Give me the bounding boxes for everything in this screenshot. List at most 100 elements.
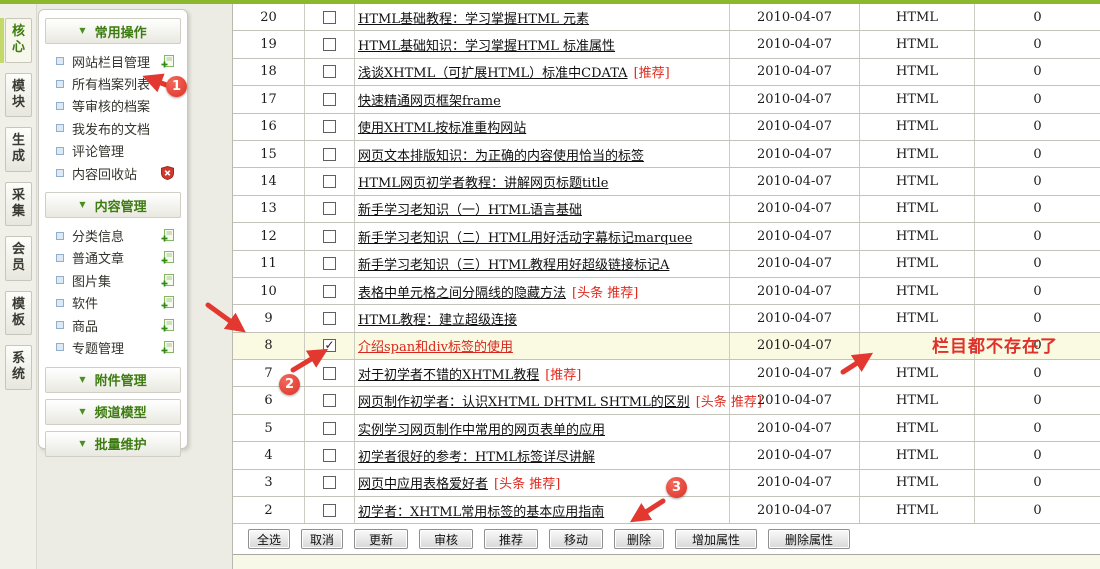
row-checkbox[interactable]	[323, 10, 336, 24]
row-checkbox[interactable]	[323, 38, 336, 52]
doc-add-icon[interactable]	[161, 229, 174, 242]
cancel-button[interactable]: 取消	[301, 529, 344, 550]
doc-add-icon[interactable]	[161, 340, 174, 354]
row-id-cell: 6	[233, 387, 305, 414]
sidebar-item[interactable]: 商品	[44, 314, 182, 336]
row-checkbox[interactable]	[323, 448, 336, 462]
article-title-link[interactable]: 初学者很好的参考：HTML标签详尽讲解	[358, 449, 595, 465]
collapse-arrow-icon: ▼	[79, 406, 86, 416]
sidebar-panel: ▼ 常用操作网站栏目管理 所有档案列表 等审核的档案我发布的文档 评论管理 内容回收站 ▼ 内…	[38, 9, 188, 457]
row-checkbox[interactable]	[323, 311, 336, 325]
sidebar-item[interactable]: 内容回收站	[44, 162, 182, 184]
sidebar-item[interactable]: 我发布的文档	[44, 117, 182, 139]
article-title-link[interactable]: 新手学习老知识（三）HTML教程用好超级链接标记A	[358, 258, 670, 274]
doc-add-icon[interactable]	[161, 273, 174, 287]
sidebar-section-header[interactable]: ▼ 常用操作	[45, 18, 181, 44]
nav-tab-4[interactable]: 会员	[5, 236, 32, 281]
sidebar-item[interactable]: 等审核的档案	[44, 95, 182, 117]
sidebar-item-label: 评论管理	[72, 145, 125, 161]
move-button[interactable]: 移动	[549, 529, 604, 550]
nav-tab-5[interactable]: 模板	[5, 290, 32, 335]
row-checkbox-cell	[305, 168, 355, 195]
article-title-link[interactable]: HTML基础知识：学习掌握HTML 标准属性	[358, 39, 616, 55]
delete-button[interactable]: 删除	[614, 529, 665, 550]
article-title-link[interactable]: HTML网页初学者教程：讲解网页标题title	[358, 176, 609, 192]
row-date-cell: 2010-04-07	[730, 31, 860, 58]
recommend-button[interactable]: 推荐	[484, 529, 539, 550]
article-title-link[interactable]: 使用XHTML按标准重构网站	[358, 121, 527, 137]
row-checkbox[interactable]	[323, 92, 336, 106]
article-title-link[interactable]: 对于初学者不错的XHTML教程	[358, 367, 540, 383]
row-checkbox[interactable]	[323, 284, 336, 298]
sidebar-item[interactable]: 网站栏目管理	[44, 50, 182, 72]
sidebar-item[interactable]: 软件	[44, 292, 182, 314]
sidebar-item[interactable]: 普通文章	[44, 247, 182, 269]
doc-add-icon[interactable]	[161, 296, 174, 309]
row-checkbox[interactable]: ✓	[323, 338, 336, 353]
nav-tab-1[interactable]: 模块	[5, 72, 32, 117]
article-title-link[interactable]: 网页中应用表格爱好者	[358, 477, 489, 493]
row-checkbox[interactable]	[323, 65, 336, 79]
sidebar-item[interactable]: 专题管理	[44, 336, 182, 358]
nav-tab-label: 模块	[11, 78, 25, 110]
doc-add-icon[interactable]	[161, 54, 174, 68]
flag-badge: [头条 推荐]	[494, 477, 561, 493]
doc-add-icon[interactable]	[161, 251, 174, 264]
remove-attribute-button[interactable]: 删除属性	[768, 529, 851, 550]
row-title-cell: 使用XHTML按标准重构网站	[355, 113, 730, 140]
sidebar-section-header[interactable]: ▼ 附件管理	[45, 366, 181, 393]
row-checkbox[interactable]	[323, 394, 336, 408]
row-id-cell: 9	[233, 305, 305, 332]
add-attribute-button[interactable]: 增加属性	[675, 529, 758, 550]
row-channel-cell: HTML	[860, 469, 975, 497]
sidebar-item[interactable]: 分类信息	[44, 224, 182, 246]
article-title-link[interactable]: 快速精通网页框架frame	[358, 93, 501, 109]
update-button[interactable]: 更新	[354, 529, 409, 550]
sidebar-section-header[interactable]: ▼ 内容管理	[45, 192, 181, 219]
row-checkbox[interactable]	[323, 476, 336, 490]
row-date-cell: 2010-04-07	[730, 414, 860, 442]
sidebar-item-label: 我发布的文档	[72, 122, 151, 138]
row-title-cell: HTML网页初学者教程：讲解网页标题title	[355, 168, 730, 195]
article-title-link[interactable]: 实例学习网页制作中常用的网页表单的应用	[358, 422, 606, 438]
article-title-link[interactable]: 网页制作初学者：认识XHTML DHTML SHTML的区别	[358, 395, 690, 411]
row-checkbox-cell	[305, 469, 355, 497]
row-checkbox[interactable]	[323, 202, 336, 216]
sidebar-section-header[interactable]: ▼ 频道模型	[45, 398, 181, 425]
nav-tab-0[interactable]: 核心	[0, 18, 32, 63]
audit-button[interactable]: 审核	[419, 529, 474, 550]
row-checkbox[interactable]	[323, 120, 336, 134]
row-checkbox[interactable]	[323, 175, 336, 189]
article-title-link[interactable]: 浅谈XHTML（可扩展HTML）标准中CDATA	[358, 66, 628, 82]
bullet-icon	[56, 169, 64, 178]
row-title-cell: HTML基础知识：学习掌握HTML 标准属性	[355, 31, 730, 58]
row-checkbox[interactable]	[323, 147, 336, 161]
article-title-link[interactable]: 新手学习老知识（二）HTML用好活动字幕标记marquee	[358, 230, 693, 246]
nav-tab-label: 采集	[11, 187, 25, 219]
article-title-link[interactable]: 表格中单元格之间分隔线的隐藏方法	[358, 285, 567, 301]
select-all-button[interactable]: 全选	[248, 529, 291, 550]
article-title-link[interactable]: HTML基础教程：学习掌握HTML 元素	[358, 11, 590, 27]
row-checkbox[interactable]	[323, 257, 336, 271]
row-id-cell: 13	[233, 195, 305, 223]
doc-add-icon[interactable]	[161, 318, 174, 332]
nav-tab-2[interactable]: 生成	[5, 127, 32, 172]
article-title-link[interactable]: 网页文本排版知识：为正确的内容使用恰当的标签	[358, 148, 645, 164]
sidebar-item[interactable]: 所有档案列表	[44, 72, 182, 94]
sidebar-item[interactable]: 图片集	[44, 269, 182, 291]
row-checkbox[interactable]	[323, 229, 336, 243]
sidebar-section-header[interactable]: ▼ 批量维护	[45, 430, 181, 457]
article-title-link[interactable]: 介绍span和div标签的使用	[358, 340, 513, 356]
row-checkbox[interactable]	[323, 366, 336, 380]
table-row: 3 网页中应用表格爱好者 [头条 推荐] 2010-04-07 HTML 0	[233, 469, 1100, 498]
article-title-link[interactable]: 新手学习老知识（一）HTML语言基础	[358, 203, 582, 219]
row-checkbox[interactable]	[323, 421, 336, 435]
row-checkbox[interactable]	[323, 503, 336, 517]
nav-tab-3[interactable]: 采集	[5, 181, 32, 226]
sidebar-menu: 分类信息 普通文章 图片集 软件 商品 专题管理	[44, 224, 182, 358]
row-title-cell: 初学者很好的参考：HTML标签详尽讲解	[355, 442, 730, 469]
sidebar-item[interactable]: 评论管理	[44, 140, 182, 162]
article-title-link[interactable]: HTML教程：建立超级连接	[358, 312, 517, 328]
article-title-link[interactable]: 初学者：XHTML常用标签的基本应用指南	[358, 504, 605, 520]
nav-tab-6[interactable]: 系统	[5, 345, 32, 390]
